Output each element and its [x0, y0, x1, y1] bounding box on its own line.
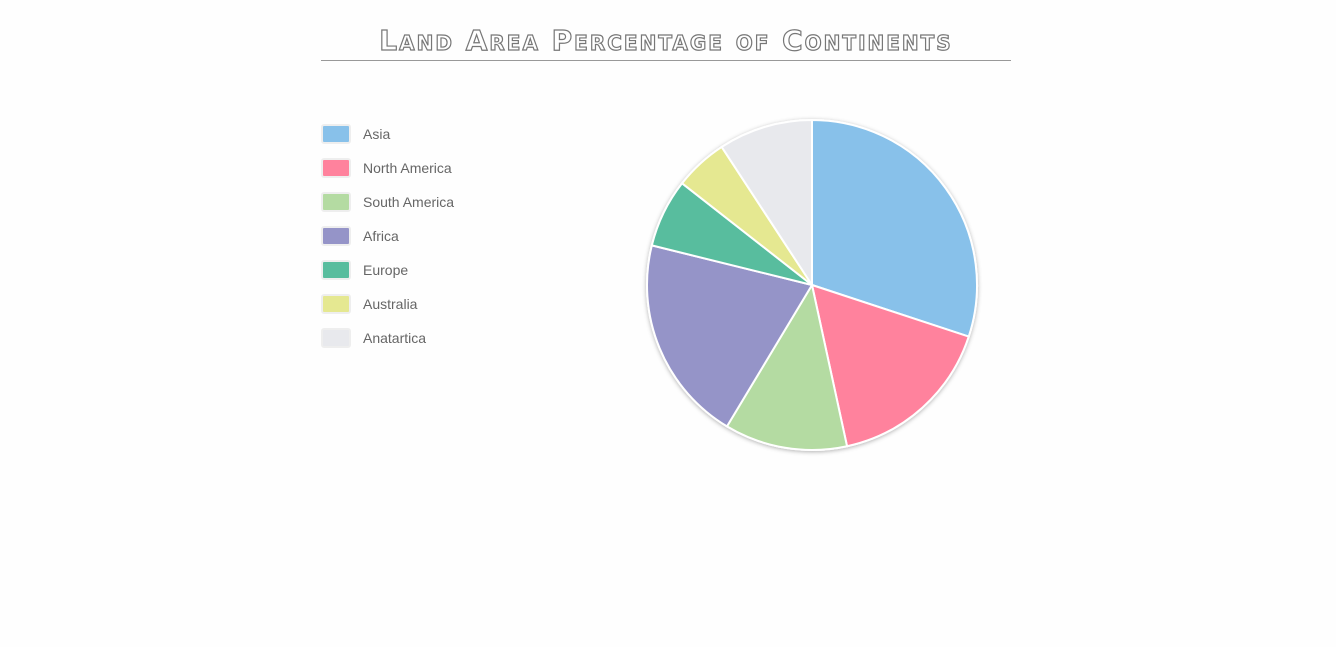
legend-item[interactable]: Europe [321, 247, 454, 293]
chart-title-text: Land Area Percentage of Continents [379, 23, 953, 57]
legend-label: Anatartica [363, 330, 427, 346]
chart-title: Land Area Percentage of Continents [321, 22, 1011, 61]
legend-swatch [321, 192, 351, 212]
legend-swatch [321, 294, 351, 314]
legend-swatch [321, 260, 351, 280]
legend-item[interactable]: Anatartica [321, 315, 454, 361]
legend-item[interactable]: Asia [321, 111, 454, 157]
legend-swatch [321, 226, 351, 246]
legend-label: Africa [363, 228, 399, 244]
legend-label: South America [363, 194, 455, 210]
legend-swatch [321, 158, 351, 178]
legend-swatch [321, 124, 351, 144]
pie-slice-south-america[interactable] [725, 282, 849, 451]
legend-item[interactable]: South America [321, 179, 454, 225]
legend: Asia North America South America Africa Euro… [321, 111, 454, 361]
pie-slice-africa[interactable] [646, 244, 814, 428]
pie-slice-anatartica[interactable] [720, 118, 813, 289]
legend-swatch [321, 328, 351, 348]
legend-label: Asia [363, 126, 391, 142]
legend-label: Europe [363, 262, 409, 278]
legend-label: North America [363, 160, 452, 176]
legend-item[interactable]: North America [321, 145, 454, 191]
pie-slice-asia[interactable] [811, 118, 978, 338]
legend-item[interactable]: Africa [321, 213, 454, 259]
legend-label: Australia [363, 296, 418, 312]
pie-slice-north-america[interactable] [810, 283, 970, 448]
legend-item[interactable]: Australia [321, 281, 454, 327]
